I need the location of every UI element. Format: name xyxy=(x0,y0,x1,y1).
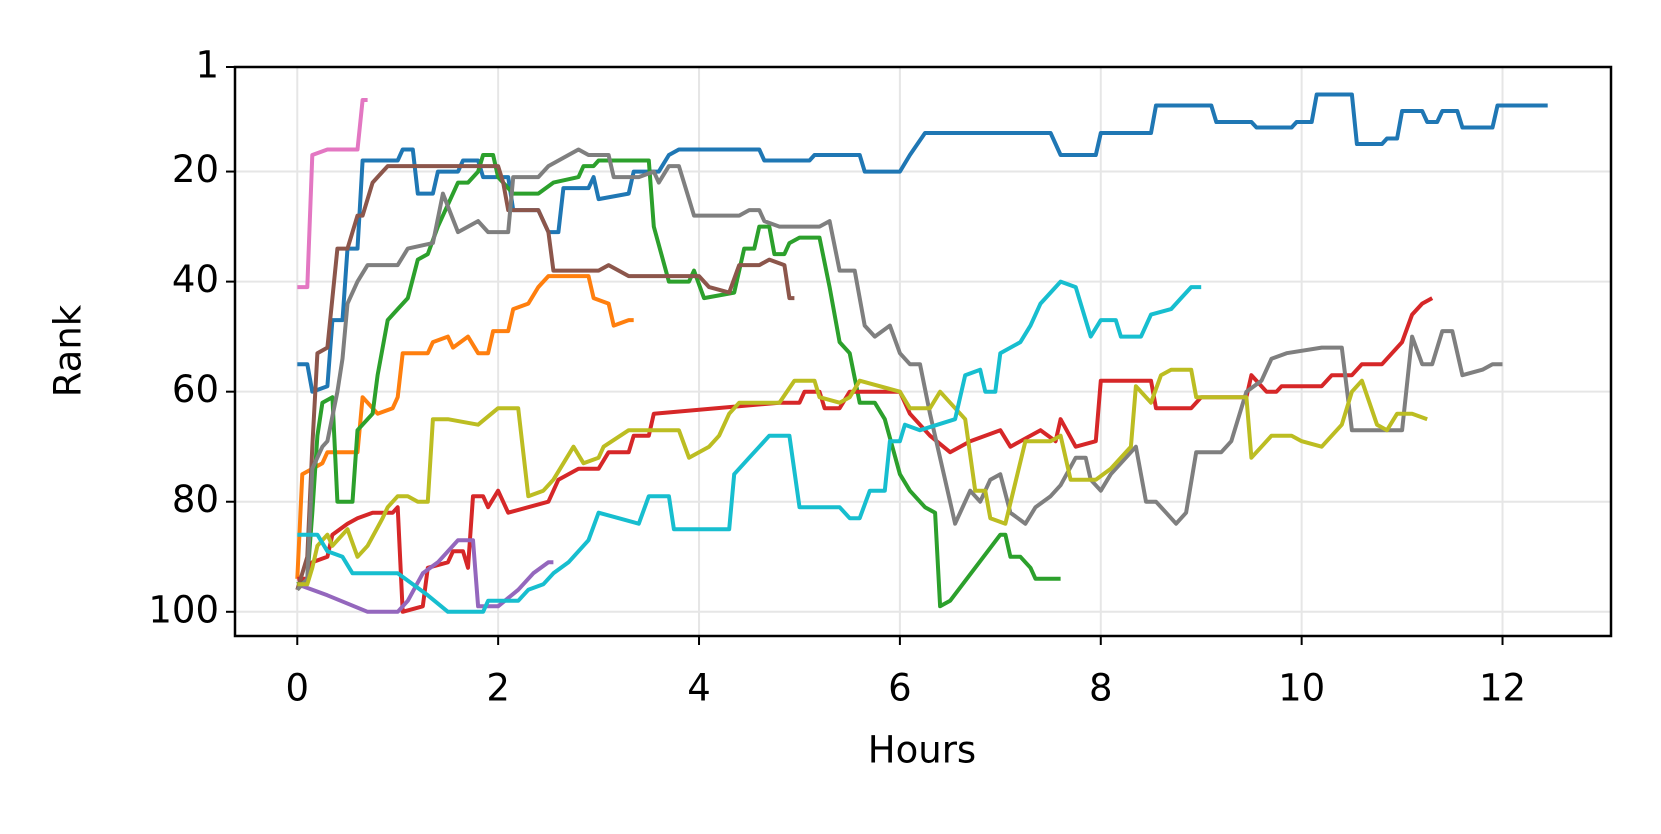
plot-frame xyxy=(233,65,1613,638)
y-tick-label: 20 xyxy=(172,148,219,191)
series-line xyxy=(296,153,1061,609)
series-line xyxy=(295,274,634,579)
y-axis-label: Rank xyxy=(47,304,90,397)
x-tick-label: 6 xyxy=(888,667,912,710)
x-tick-label: 0 xyxy=(285,667,309,710)
x-tick-label: 12 xyxy=(1479,667,1526,710)
x-tick-label: 4 xyxy=(687,667,711,710)
x-tick-label: 2 xyxy=(486,667,510,710)
series-line xyxy=(297,296,1434,614)
series-line xyxy=(297,92,1548,394)
x-tick-label: 10 xyxy=(1278,667,1325,710)
series-line xyxy=(295,164,795,591)
series-line xyxy=(297,279,1202,614)
y-tick-label: 40 xyxy=(172,258,219,301)
x-tick-label: 8 xyxy=(1089,667,1113,710)
y-tick-label: 60 xyxy=(172,368,219,411)
y-tick-label: 1 xyxy=(195,44,219,87)
series-line xyxy=(297,98,368,290)
y-tick-label: 80 xyxy=(172,478,219,521)
series-line xyxy=(297,367,1428,587)
x-axis-label: Hours xyxy=(868,729,976,772)
y-tick-label: 100 xyxy=(148,588,219,631)
series-line xyxy=(296,538,554,614)
series-line xyxy=(295,147,1503,592)
